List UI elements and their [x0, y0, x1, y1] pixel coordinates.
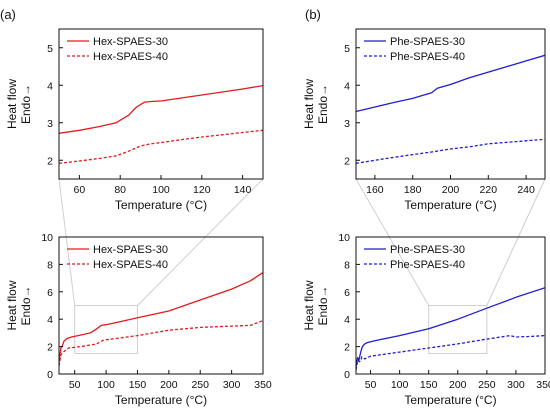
legend-label: Phe-SPAES-40: [390, 259, 465, 271]
series-line-hex-spaes-40: [59, 129, 263, 164]
y-tick-label: 8: [344, 259, 350, 271]
legend-label: Phe-SPAES-40: [390, 51, 465, 63]
x-tick-label: 100: [152, 184, 170, 196]
legend-label: Hex-SPAES-30: [93, 36, 168, 48]
y-tick-label: 4: [344, 314, 350, 326]
x-tick-label: 150: [420, 379, 438, 391]
x-tick-label: 300: [507, 379, 525, 391]
zoom-guides: [58, 178, 546, 354]
y-axis-label: Endo→: [316, 285, 330, 325]
y-tick-label: 2: [344, 342, 350, 354]
y-tick-label: 3: [344, 118, 350, 130]
x-tick-label: 100: [391, 379, 409, 391]
x-tick-label: 80: [114, 184, 126, 196]
x-axis-label: Temperature (°C): [404, 393, 496, 407]
chart-a-top: 60 80 100 120 140 2 3 4 5 Temperature (°C) Heat fl…: [5, 28, 264, 212]
y-tick-label: 0: [344, 369, 350, 381]
y-tick-label: 5: [344, 43, 350, 55]
chart-b-top: 160 180 200 220 240 2 3 4 5 Temperature (°C) Heat …: [302, 28, 546, 212]
y-tick-label: 4: [47, 80, 53, 92]
x-tick-label: 120: [193, 184, 211, 196]
plot-frame: [355, 236, 546, 375]
x-tick-label: 160: [366, 184, 384, 196]
y-tick-label: 5: [47, 43, 53, 55]
zoom-connector: [355, 178, 430, 306]
y-tick-label: 6: [344, 287, 350, 299]
y-tick-label: 10: [338, 232, 350, 244]
y-tick-label: 4: [344, 80, 350, 92]
y-axis-label: Endo→: [19, 84, 33, 124]
x-tick-label: 240: [517, 184, 535, 196]
y-tick-label: 3: [47, 118, 53, 130]
y-tick-label: 4: [47, 314, 53, 326]
series-line-phe-spaes-30: [356, 54, 545, 113]
y-tick-label: 10: [41, 232, 53, 244]
y-axis-label: Heat flow: [302, 280, 316, 330]
x-tick-label: 220: [480, 184, 498, 196]
x-tick-label: 140: [234, 184, 252, 196]
series-line-phe-spaes-40: [356, 334, 545, 371]
zoom-connector: [486, 178, 546, 306]
x-tick-label: 350: [536, 379, 550, 391]
plot-frame: [58, 236, 264, 375]
x-tick-label: 50: [365, 379, 377, 391]
series-line-hex-spaes-30: [59, 272, 263, 364]
legend-label: Hex-SPAES-30: [93, 244, 168, 256]
chart-a-bottom: 50 100 150 200 250 300 350 0 2 4 6 8 10 Temperature (…: [5, 232, 272, 407]
y-tick-label: 0: [47, 369, 53, 381]
series-line-hex-spaes-30: [59, 84, 263, 134]
series-line-hex-spaes-40: [59, 319, 263, 366]
legend-label: Phe-SPAES-30: [390, 36, 465, 48]
zoom-box: [428, 305, 488, 354]
y-tick-label: 2: [344, 155, 350, 167]
x-tick-label: 100: [97, 379, 115, 391]
y-tick-label: 2: [47, 155, 53, 167]
x-tick-label: 250: [478, 379, 496, 391]
y-tick-label: 2: [47, 342, 53, 354]
legend-label: Hex-SPAES-40: [93, 259, 168, 271]
legend-label: Hex-SPAES-40: [93, 51, 168, 63]
y-axis-label: Heat flow: [5, 79, 19, 129]
x-tick-label: 200: [449, 379, 467, 391]
x-axis-label: Temperature (°C): [115, 198, 207, 212]
y-axis-label: Heat flow: [5, 280, 19, 330]
x-tick-label: 180: [404, 184, 422, 196]
zoom-connector: [58, 178, 76, 306]
x-tick-label: 250: [191, 379, 209, 391]
y-tick-label: 8: [47, 259, 53, 271]
x-axis-label: Temperature (°C): [404, 198, 496, 212]
chart-b-bottom: 50 100 150 200 250 300 350 0 2 4 6 8 10 Temperature (…: [302, 232, 550, 407]
x-axis-label: Temperature (°C): [115, 393, 207, 407]
x-tick-label: 60: [74, 184, 86, 196]
panel-label-a: (a): [0, 7, 16, 22]
y-axis-label: Heat flow: [302, 79, 316, 129]
x-tick-label: 350: [254, 379, 272, 391]
legend-label: Phe-SPAES-30: [390, 244, 465, 256]
y-axis-label: Endo→: [19, 285, 33, 325]
panel-label-b: (b): [305, 7, 321, 22]
series-line-phe-spaes-40: [356, 138, 545, 164]
zoom-box: [74, 305, 138, 354]
x-tick-label: 200: [442, 184, 460, 196]
zoom-connector: [137, 178, 264, 306]
x-tick-label: 150: [129, 379, 147, 391]
series-line-phe-spaes-30: [356, 287, 545, 368]
x-tick-label: 300: [223, 379, 241, 391]
y-tick-label: 6: [47, 287, 53, 299]
y-axis-label: Endo→: [316, 84, 330, 124]
x-tick-label: 200: [160, 379, 178, 391]
x-tick-label: 50: [69, 379, 81, 391]
